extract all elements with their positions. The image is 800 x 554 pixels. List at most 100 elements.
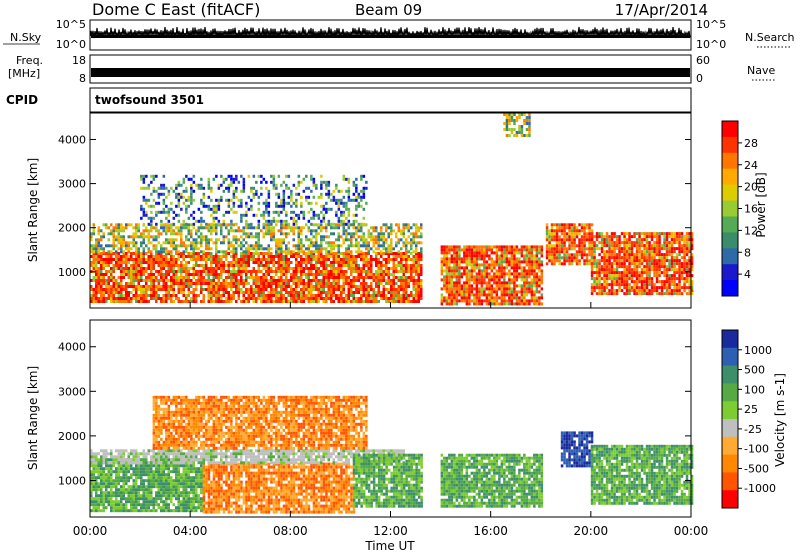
y-tick-label: 4000 [58,133,86,146]
colorbar-swatch [722,168,738,186]
colorbar-swatch [722,280,738,297]
colorbar-frame [721,329,739,509]
colorbar-tick-label: 8 [744,246,751,259]
colorbar-swatch [722,347,738,367]
beam-title: Beam 09 [355,1,422,19]
cpid-value: twofsound 3501 [95,93,204,107]
colorbar-tick-label: 500 [744,364,765,377]
noise-trace [90,26,691,39]
colorbar-swatch [722,419,738,438]
site-title: Dome C East (fitACF) [92,0,260,19]
colorbar-tick-label: 12 [744,224,758,237]
y-tick-label: 2000 [58,430,86,443]
colorbar-swatch [722,401,738,420]
colorbar-tick-label: -500 [744,462,769,475]
nave-tick-bottom: 0 [696,72,703,85]
echo-region [90,449,405,465]
power-ylabel: Slant Range [km] [26,158,40,262]
nsky-tick-top: 10^5 [56,18,86,31]
echo-region [352,453,423,508]
colorbar-swatch [722,365,738,384]
x-tick-label: 04:00 [173,524,208,538]
colorbar-swatch [722,383,738,402]
colorbar-tick-label: -1000 [744,482,776,495]
y-tick-label: 3000 [58,385,86,398]
echo-region [590,232,694,296]
echo-region [202,462,356,514]
echo-region [440,453,544,508]
echo-region [90,223,423,254]
colorbar-tick-label: 24 [744,159,758,172]
echo-region [140,174,368,226]
colorbar-swatch [722,490,738,509]
velocity-panel [90,395,694,514]
colorbar-tick-label: -100 [744,443,769,456]
freq-tick-top: 18 [72,54,86,67]
nave-label: Nave [747,64,775,77]
time-axis-ticks: 00:00 04:00 08:00 12:00 16:00 20:00 00:00 [73,302,709,538]
colorbar-swatch [722,264,738,281]
x-tick-label: 00:00 [674,524,709,538]
echo-region [90,252,423,303]
colorbar-swatch [722,248,738,265]
x-tick-label: 16:00 [473,524,508,538]
velocity-ylabel: Slant Range [km] [26,366,40,470]
colorbar-tick-label: -25 [744,423,762,436]
velocity-colorbar: 1000 500 100 25 -25 -100 -500 -1000 [721,329,776,509]
colorbar-swatch [722,152,738,170]
nave-tick-top: 60 [696,54,710,67]
power-colorbar-label: Power [dB] [754,172,768,237]
colorbar-tick-label: 4 [744,268,751,281]
cpid-label: CPID [6,93,38,107]
colorbar-swatch [722,121,738,138]
y-tick-label: 4000 [58,341,86,354]
time-axis-label: Time UT [364,539,415,553]
colorbar-tick-label: 20 [744,181,758,194]
echo-region [545,223,594,266]
colorbar-tick-label: 1000 [744,344,772,357]
colorbar-swatch [722,454,738,473]
colorbar-swatch [722,232,738,249]
echo-region [90,458,205,513]
colorbar-tick-label: 16 [744,203,758,216]
nsearch-tick-bottom: 10^0 [696,38,726,51]
power-panel [90,113,694,306]
echo-region [590,444,694,505]
x-tick-label: 20:00 [574,524,609,538]
velocity-colorbar-label: Velocity [m s-1] [773,373,787,467]
nsky-tick-bottom: 10^0 [56,38,86,51]
colorbar-swatch [722,436,738,456]
colorbar-swatch [722,330,738,349]
colorbar-swatch [722,472,738,491]
y-tick-label: 3000 [58,178,86,191]
y-tick-label: 2000 [58,222,86,235]
freq-trace [91,68,690,77]
freq-label-1: Freq. [16,54,43,67]
power-yticks: 1000 2000 3000 4000 [58,133,691,279]
x-tick-label: 12:00 [373,524,408,538]
cpid-strip-frame [89,87,692,113]
colorbar-swatch [722,200,738,217]
velocity-yticks: 1000 2000 3000 4000 [58,341,691,487]
echo-region [560,431,594,468]
colorbar-swatch [722,216,738,233]
freq-label-2: [MHz] [8,67,40,80]
colorbar-tick-label: 100 [744,383,765,396]
colorbar-tick-label: 25 [744,403,758,416]
echo-region [503,113,531,137]
power-colorbar: 28 24 20 16 12 8 4 [721,120,758,297]
freq-tick-bottom: 8 [79,72,86,85]
echo-region [152,395,368,450]
y-tick-label: 1000 [58,474,86,487]
date-title: 17/Apr/2014 [615,1,708,19]
nsearch-label: N.Search [745,31,795,44]
colorbar-swatch [722,184,738,201]
y-tick-label: 1000 [58,266,86,279]
nsearch-tick-top: 10^5 [696,18,726,31]
nsky-label: N.Sky [10,31,42,44]
x-tick-label: 00:00 [73,524,108,538]
x-tick-label: 08:00 [273,524,308,538]
noise-trace-base [91,35,690,38]
echo-region [440,245,544,306]
